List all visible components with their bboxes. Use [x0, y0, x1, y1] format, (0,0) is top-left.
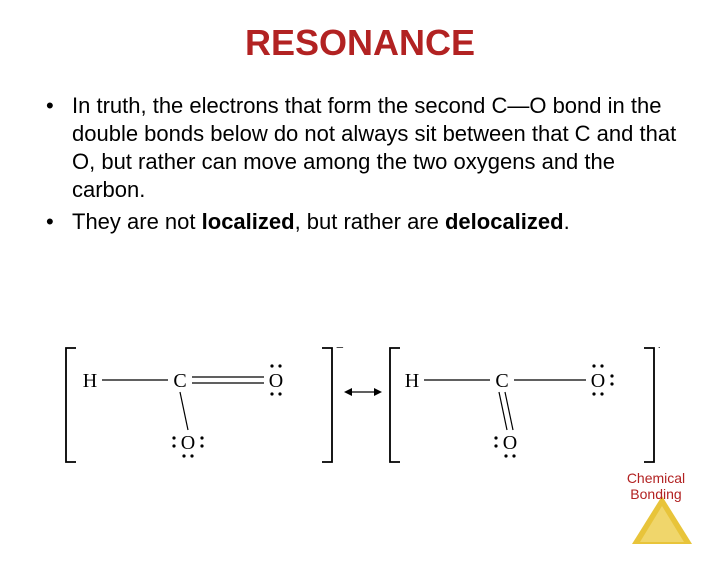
bullet-text: They are not localized, but rather are d…: [72, 208, 570, 236]
svg-text:O: O: [503, 432, 517, 454]
text-span: They are not: [72, 209, 202, 234]
footer-badge: Chemical Bonding: [610, 470, 700, 544]
footer-line2: Bonding: [630, 486, 681, 502]
bold-span: delocalized: [445, 209, 564, 234]
resonance-diagram: − H C O O − H C O O: [60, 322, 660, 492]
bullet-list: • In truth, the electrons that form the …: [0, 92, 720, 236]
text-span: .: [564, 209, 570, 234]
svg-text:O: O: [591, 370, 605, 392]
svg-text:O: O: [269, 370, 283, 392]
footer-line1: Chemical: [627, 470, 685, 486]
bullet-text: In truth, the electrons that form the se…: [72, 92, 678, 204]
bullet-marker: •: [42, 208, 72, 236]
svg-text:−: −: [336, 341, 344, 356]
svg-text:C: C: [173, 370, 186, 392]
svg-text:H: H: [405, 370, 419, 392]
svg-text:O: O: [181, 432, 195, 454]
svg-text:H: H: [83, 370, 97, 392]
bold-span: localized: [202, 209, 295, 234]
footer-text: Chemical Bonding: [616, 470, 696, 502]
triangle-icon: [632, 496, 692, 544]
page-title: RESONANCE: [0, 22, 720, 64]
svg-text:C: C: [495, 370, 508, 392]
svg-text:−: −: [658, 341, 660, 356]
text-span: , but rather are: [295, 209, 445, 234]
bullet-marker: •: [42, 92, 72, 204]
bullet-item: • In truth, the electrons that form the …: [42, 92, 678, 204]
bullet-item: • They are not localized, but rather are…: [42, 208, 678, 236]
